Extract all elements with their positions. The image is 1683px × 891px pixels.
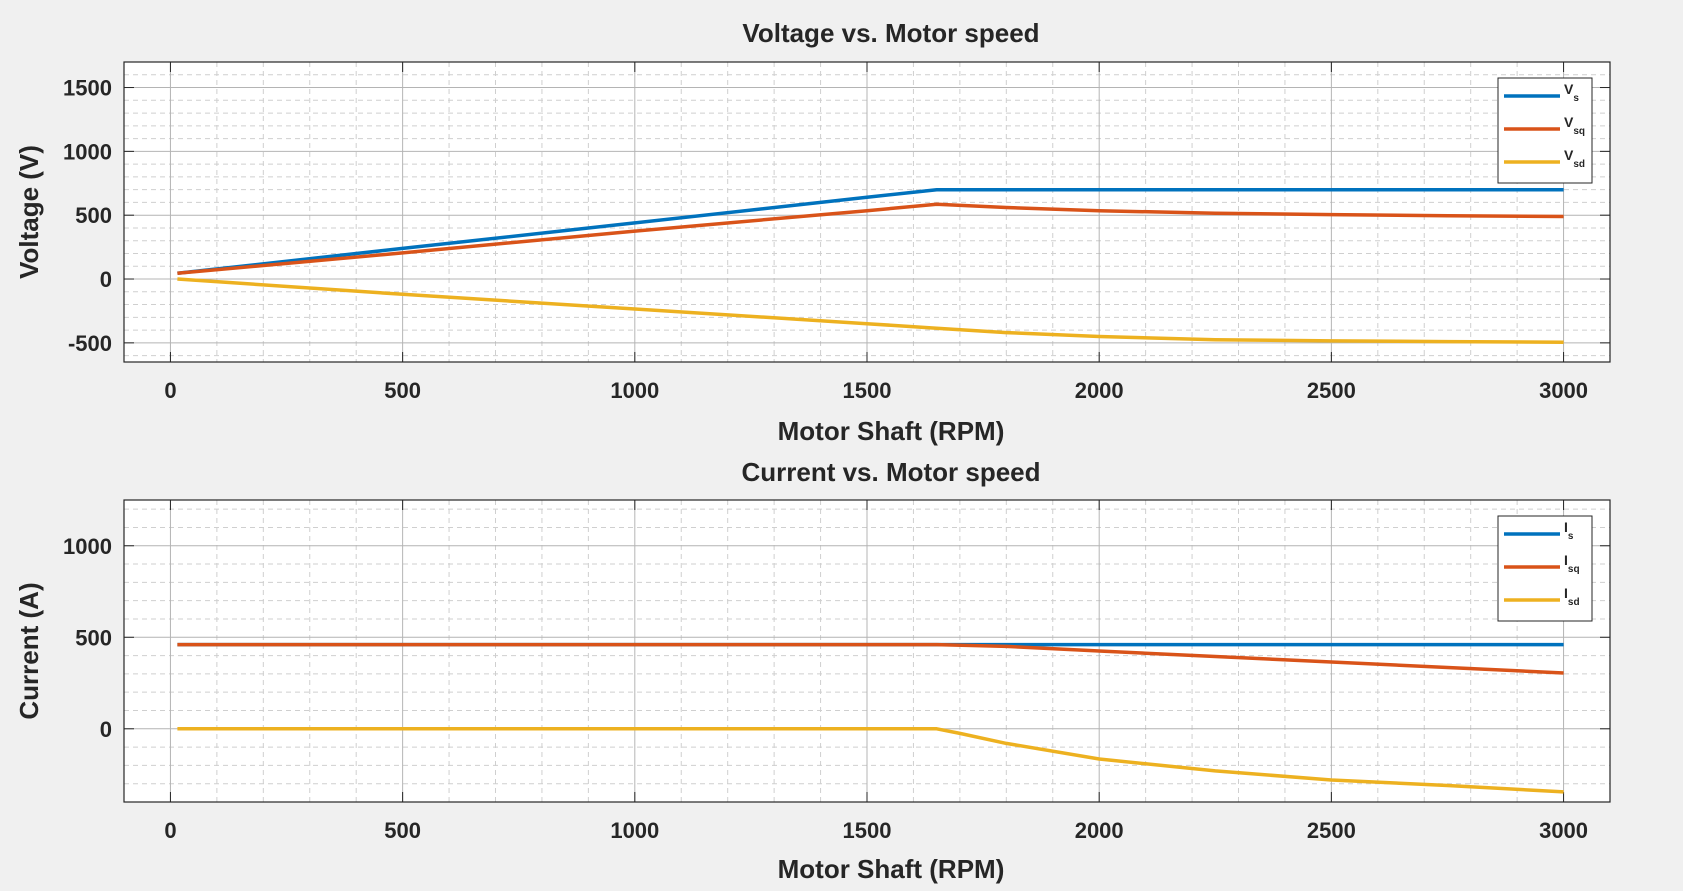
series-line-isd	[177, 727, 1564, 794]
y-axis-label: Current (A)	[14, 582, 44, 719]
x-tick-label: 2000	[1075, 818, 1124, 843]
legend-label-sub: s	[1568, 531, 1574, 542]
y-tick-label: -500	[68, 331, 112, 356]
legend-label-vs: Vs	[1564, 81, 1579, 104]
chart-title: Current vs. Motor speed	[741, 457, 1040, 487]
axes-box	[123, 61, 1611, 363]
legend-label-main: V	[1564, 81, 1574, 97]
major-grid	[124, 62, 1610, 362]
series-line-vsd	[177, 277, 1564, 344]
y-tick-label: 1500	[63, 76, 112, 101]
legend-label-sub: sd	[1573, 159, 1585, 170]
x-tick-label: 3000	[1539, 818, 1588, 843]
x-tick-label: 2500	[1307, 818, 1356, 843]
y-tick-label: 0	[100, 267, 112, 292]
x-tick-label: 1500	[843, 378, 892, 403]
axes-box	[123, 499, 1611, 803]
x-tick-label: 1500	[843, 818, 892, 843]
chart-title: Voltage vs. Motor speed	[742, 18, 1039, 48]
legend-label-isd: Isd	[1564, 585, 1580, 608]
x-tick-label: 3000	[1539, 378, 1588, 403]
y-tick-label: 1000	[63, 139, 112, 164]
x-tick-label: 500	[384, 818, 421, 843]
x-axis-label: Motor Shaft (RPM)	[778, 416, 1005, 446]
voltage-chart: 0 500 1000 1500 2000 2500 3000 -500 0 500 1000 1500…	[14, 18, 1611, 446]
legend-label-main: I	[1564, 585, 1568, 601]
x-tick-label: 2000	[1075, 378, 1124, 403]
y-tick-label: 0	[100, 717, 112, 742]
legend-label-isq: Isq	[1564, 552, 1580, 575]
legend-label-main: V	[1564, 147, 1574, 163]
x-tick-label: 500	[384, 378, 421, 403]
series-line-isq	[177, 642, 1564, 675]
legend-label-sub: s	[1573, 93, 1579, 104]
x-tick-label: 1000	[610, 378, 659, 403]
legend-label-vsq: Vsq	[1564, 114, 1585, 137]
legend-label-sub: sq	[1568, 564, 1580, 575]
series-line-vsq	[177, 202, 1564, 276]
x-axis-label: Motor Shaft (RPM)	[778, 854, 1005, 884]
legend-label-main: I	[1564, 552, 1568, 568]
x-tick-label: 0	[164, 378, 176, 403]
x-tick-label: 2500	[1307, 378, 1356, 403]
y-tick-label: 1000	[63, 534, 112, 559]
current-chart: 0 500 1000 1500 2000 2500 3000 0 500 1000 Current …	[14, 457, 1611, 884]
legend-label-vsd: Vsd	[1564, 147, 1585, 170]
legend-label-is: Is	[1564, 519, 1574, 542]
legend-label-main: I	[1564, 519, 1568, 535]
legend-label-sub: sd	[1568, 597, 1580, 608]
legend-label-sub: sq	[1573, 126, 1585, 137]
x-tick-label: 1000	[610, 818, 659, 843]
y-tick-label: 500	[75, 625, 112, 650]
y-axis-label: Voltage (V)	[14, 145, 44, 279]
series-line-vs	[177, 187, 1564, 276]
y-tick-label: 500	[75, 203, 112, 228]
x-tick-label: 0	[164, 818, 176, 843]
legend-label-main: V	[1564, 114, 1574, 130]
